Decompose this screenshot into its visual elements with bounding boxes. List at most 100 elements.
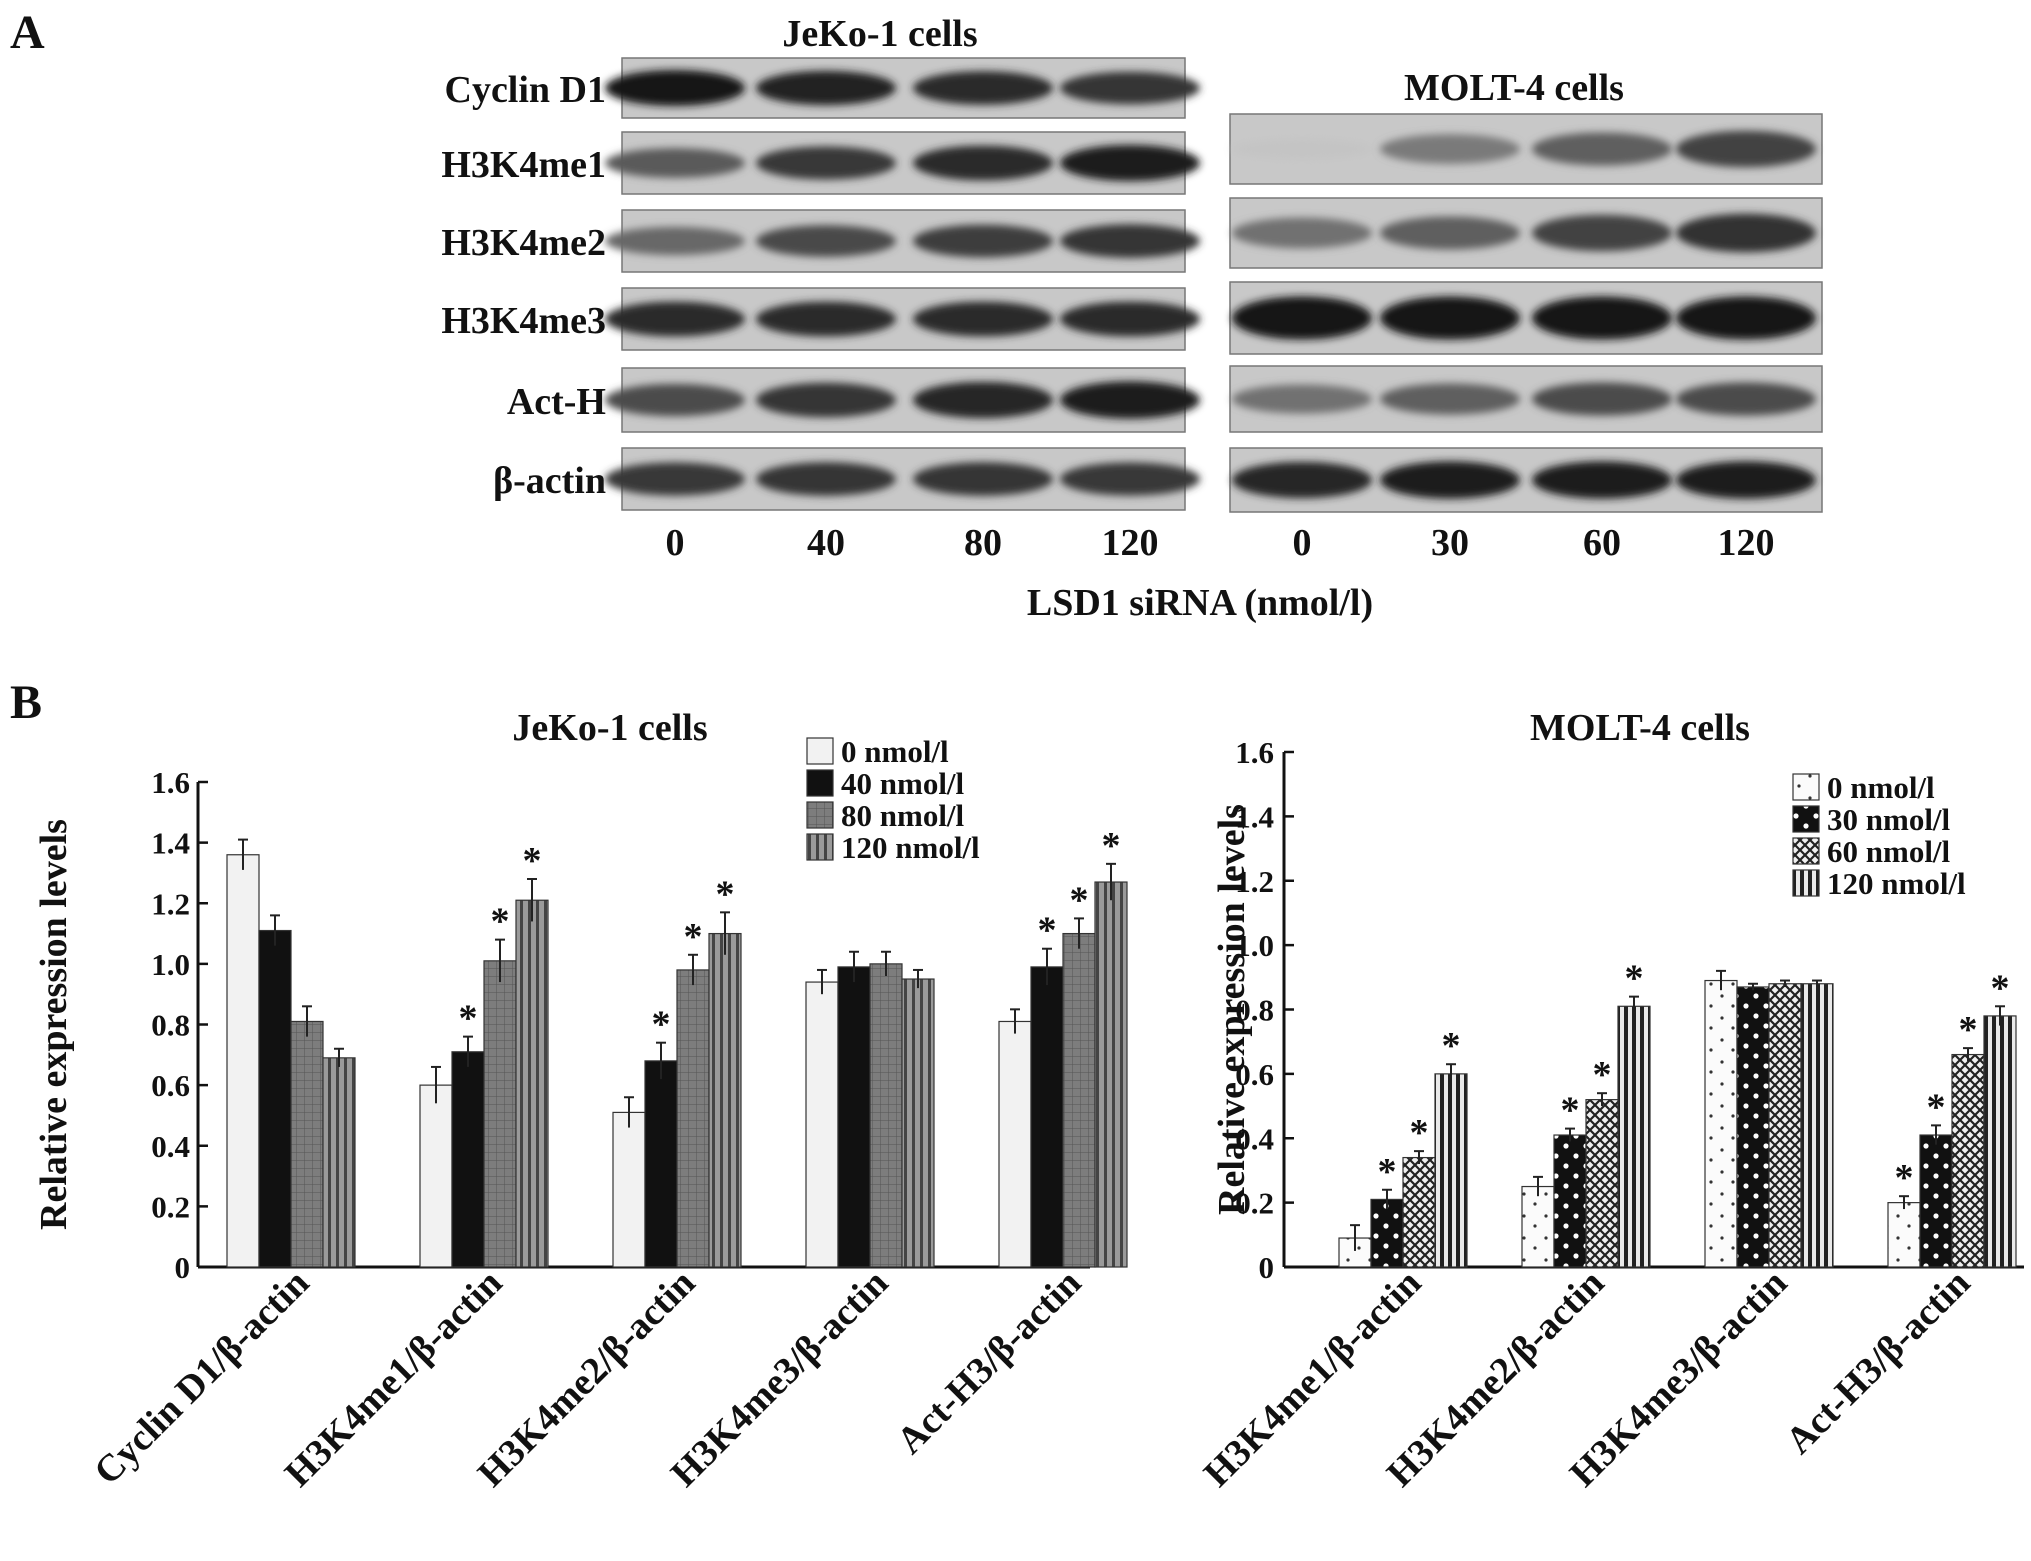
blot-band [1532,382,1672,416]
blot-strip: H3K4me3 [441,287,1200,351]
y-tick-label: 0.4 [151,1129,190,1164]
y-tick-label: 1.0 [151,947,190,982]
significance-marker: * [459,998,478,1040]
legend-label: 30 nmol/l [1827,802,1951,837]
blot-xlabel: LSD1 siRNA (nmol/l) [1027,582,1373,624]
bar [1768,983,1802,1268]
bar [676,969,710,1268]
blot-band [605,148,745,178]
blot-band [1060,224,1200,258]
blot-row-label: Cyclin D1 [445,69,607,111]
blot-lane-label: 120 [1718,522,1775,564]
bar [1094,881,1128,1268]
blot-strip [1229,281,1823,355]
bar [322,1057,356,1268]
bar [612,1111,646,1268]
blot-row-label: Act-H [507,381,606,423]
y-tick-label: 0.8 [1235,993,1274,1028]
blot-band [1380,296,1520,340]
legend-swatch [806,737,834,765]
legend-label: 120 nmol/l [1827,866,1966,901]
blot-band [1060,301,1200,337]
chart-molt4: MOLT-4 cells 0 0.2 0.4 0.6 0.8 1.0 1.2 1.4 1.6 Rel… [1196,707,2024,1495]
blot-jeko1: JeKo-1 cells Cyclin D1 H3K4me1 H3K4me2 H3K4m… [441,13,1200,564]
bar [258,929,292,1268]
blot-band [1380,383,1520,415]
significance-marker: * [491,901,510,943]
chart-title: MOLT-4 cells [1530,707,1750,749]
blot-band [1532,296,1672,340]
bar [1951,1053,1985,1268]
blot-strip [1229,365,1823,433]
blot-band [913,462,1053,496]
blot-band [605,70,745,106]
bar [1402,1156,1436,1268]
panel-b-label: B [10,676,42,729]
significance-marker: * [716,873,735,915]
bar [226,854,260,1268]
bar [805,981,839,1268]
significance-marker: * [1625,958,1644,1000]
blot-band [913,381,1053,419]
y-tick-label: 1.6 [151,765,190,800]
blot-band [1060,381,1200,419]
blot-lane-label: 60 [1583,522,1621,564]
blot-band [1060,71,1200,105]
y-axis-label: Relative expression levels [1211,804,1253,1215]
blot-band [1380,461,1520,499]
blot-band [1676,213,1816,253]
blot-band [1676,461,1816,499]
blot-strip: H3K4me2 [441,209,1200,273]
bar [290,1020,324,1268]
blot-band [913,224,1053,258]
bar [1521,1185,1555,1268]
bar [901,978,935,1268]
y-tick-label: 0.6 [1235,1057,1274,1092]
bar [644,1060,678,1268]
bar [483,960,517,1268]
category-label: Cyclin D1/β-actin [86,1262,317,1493]
blot-lane-label: 120 [1102,522,1159,564]
legend-swatch [1792,837,1820,865]
bar [837,966,871,1268]
y-tick-label: 1.2 [1235,864,1274,899]
blot-band [1232,138,1372,160]
blot-band [605,462,745,496]
legend-label: 60 nmol/l [1827,834,1951,869]
significance-marker: * [1102,825,1121,867]
blot-row-label: H3K4me2 [441,222,606,264]
legend-swatch [806,769,834,797]
blot-molt4: MOLT-4 cells 0 30 60 120 [1229,67,1823,564]
blot-band [1380,216,1520,250]
blot-band [1060,462,1200,496]
bar [708,932,742,1268]
blot-strip: Act-H [507,367,1200,433]
significance-marker: * [1561,1090,1580,1132]
legend-swatch [806,801,834,829]
blot-band [756,462,896,496]
bar [419,1084,453,1268]
bar [1370,1198,1404,1268]
significance-marker: * [523,840,542,882]
blot-band [756,301,896,337]
bar [1887,1202,1921,1268]
blot-lane-label: 80 [964,522,1002,564]
blot-band [605,383,745,417]
y-tick-label: 1.0 [1235,928,1274,963]
bar [1617,1005,1651,1268]
blot-band [756,146,896,180]
blot-band [1232,296,1372,340]
blot-lane-label: 40 [807,522,845,564]
significance-marker: * [1070,879,1089,921]
category-label: Act-H3/β-actin [889,1262,1090,1463]
bar [1736,986,1770,1268]
blot-band [913,301,1053,337]
bar [1704,979,1738,1268]
blot-strip: β-actin [493,447,1200,511]
bar [869,963,903,1268]
blot-title: MOLT-4 cells [1404,67,1624,109]
significance-marker: * [1442,1025,1461,1067]
blot-band [1676,382,1816,416]
